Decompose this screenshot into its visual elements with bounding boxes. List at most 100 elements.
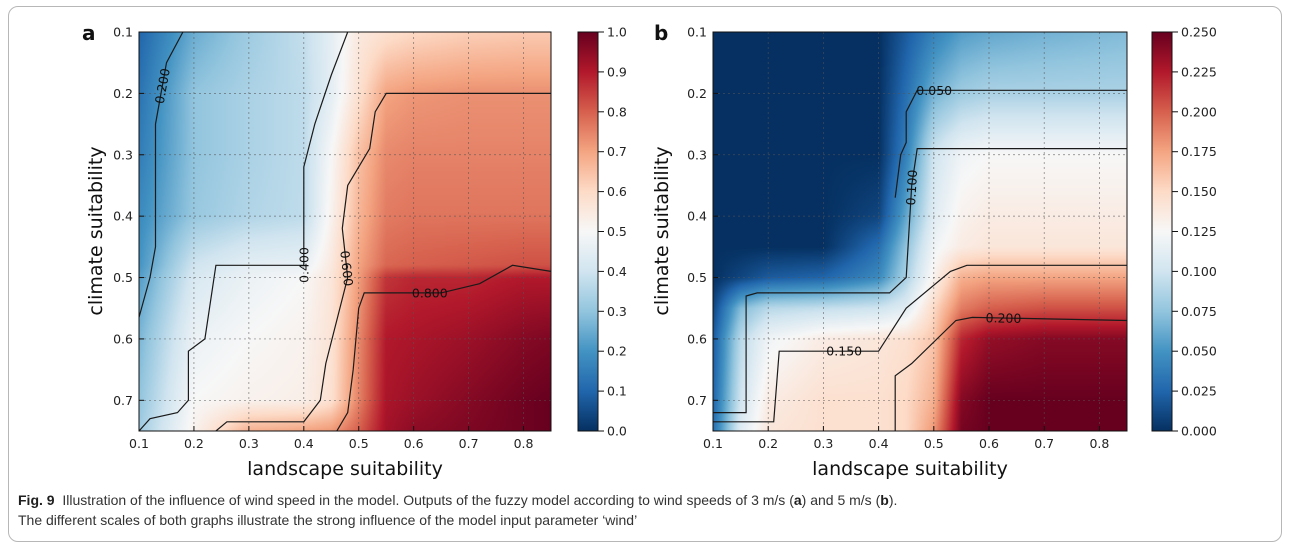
panel-a-xlabel: landscape suitability — [247, 458, 443, 480]
contour-label: 0.150 — [826, 344, 862, 359]
y-tick-label: 0.2 — [687, 86, 707, 101]
caption-figure-number: Fig. 9 — [18, 492, 55, 508]
y-tick-label: 0.1 — [687, 25, 707, 40]
contour-label-text: 0.200 — [985, 310, 1021, 326]
x-tick-label: 0.3 — [813, 436, 833, 451]
y-tick-label: 0.6 — [687, 331, 707, 346]
contour-label-text: 0.050 — [916, 83, 952, 98]
contour-label: 0.800 — [412, 285, 448, 300]
panel-a-ylabel: climate suitability — [85, 146, 107, 315]
colorbar-tick-label: 0.000 — [1181, 424, 1217, 439]
contour-label-text: 0.200 — [152, 67, 173, 105]
y-tick-label: 0.1 — [113, 25, 133, 40]
colorbar-tick-label: 0.4 — [607, 264, 627, 279]
panel-b-heatmap — [713, 32, 1127, 431]
contour-line — [139, 32, 184, 318]
colorbar-tick-label: 0.250 — [1181, 25, 1217, 40]
caption-text-1: Illustration of the influence of wind sp… — [62, 492, 794, 508]
x-tick-label: 0.2 — [758, 436, 778, 451]
x-tick-label: 0.2 — [184, 436, 204, 451]
panel-b-x-ticks: 0.1 0.2 0.3 0.4 0.5 0.6 0.7 0.8 — [703, 426, 1109, 451]
colorbar-tick-label: 0.2 — [607, 344, 627, 359]
caption-line-2: The different scales of both graphs illu… — [18, 512, 638, 528]
contour-line — [894, 316, 1127, 431]
x-tick-label: 0.1 — [703, 436, 723, 451]
panel-a-contours — [139, 32, 551, 431]
x-tick-label: 0.4 — [294, 436, 314, 451]
colorbar-tick-label: 0.075 — [1181, 304, 1217, 319]
y-tick-label: 0.4 — [113, 209, 133, 224]
caption-panel-a-ref: a — [793, 492, 802, 508]
contour-label-text: 0.800 — [412, 285, 448, 300]
colorbar-tick-label: 0.5 — [607, 224, 627, 239]
contour-label: 0.200 — [985, 310, 1021, 326]
x-tick-label: 0.4 — [869, 436, 889, 451]
colorbar-tick-label: 0.225 — [1181, 64, 1217, 79]
panel-a-x-ticks: 0.1 0.2 0.3 0.4 0.5 0.6 0.7 0.8 — [129, 426, 534, 451]
y-tick-label: 0.5 — [113, 270, 133, 285]
colorbar-tick-label: 0.125 — [1181, 224, 1217, 239]
y-tick-label: 0.3 — [687, 147, 707, 162]
panel-b-xlabel: landscape suitability — [812, 458, 1008, 480]
panel-b-letter: b — [654, 21, 668, 45]
contour-label: 0.600 — [337, 250, 356, 287]
colorbar-tick-label: 0.8 — [607, 104, 627, 119]
panel-b-y-ticks: 0.1 0.2 0.3 0.4 0.5 0.6 0.7 — [687, 25, 718, 408]
colorbar-tick-label: 0.100 — [1181, 264, 1217, 279]
colorbar-tick-label: 0.9 — [607, 64, 627, 79]
y-tick-label: 0.4 — [687, 209, 707, 224]
panel-b-contours — [713, 89, 1127, 431]
contour-line — [713, 264, 1127, 423]
x-tick-label: 0.5 — [924, 436, 944, 451]
panel-b-contour-labels: 0.050 0.100 0.150 0.200 — [826, 83, 1021, 359]
contour-line — [894, 89, 1127, 198]
panel-a-colorbar — [577, 31, 599, 432]
colorbar-tick-label: 0.3 — [607, 304, 627, 319]
colorbar-tick-label: 0.6 — [607, 184, 627, 199]
panel-b-axes-frame — [712, 31, 1128, 432]
y-tick-label: 0.7 — [113, 393, 133, 408]
y-tick-label: 0.7 — [687, 393, 707, 408]
x-tick-label: 0.3 — [239, 436, 259, 451]
colorbar-tick-label: 0.175 — [1181, 144, 1217, 159]
caption-text-3: ). — [888, 492, 898, 508]
contour-line — [139, 32, 349, 431]
panel-a-y-ticks: 0.1 0.2 0.3 0.4 0.5 0.6 0.7 — [113, 25, 144, 408]
colorbar-tick-label: 0.7 — [607, 144, 627, 159]
colorbar-tick-label: 0.025 — [1181, 384, 1217, 399]
panel-b-colorbar — [1151, 31, 1173, 432]
x-tick-label: 0.7 — [459, 436, 479, 451]
y-tick-label: 0.5 — [687, 270, 707, 285]
panel-a-contour-labels: 0.200 0.400 0.600 0.800 — [152, 67, 448, 300]
colorbar-tick-label: 0.200 — [1181, 104, 1217, 119]
x-tick-label: 0.1 — [129, 436, 149, 451]
caption-line-1: Fig. 9 Illustration of the influence of … — [18, 490, 1268, 510]
colorbar-tick-label: 0.1 — [607, 384, 627, 399]
x-tick-label: 0.6 — [404, 436, 424, 451]
contour-label-text: 0.600 — [337, 250, 356, 287]
colorbar-tick-label: 0.050 — [1181, 344, 1217, 359]
contour-label-text: 0.150 — [826, 344, 862, 359]
panel-b-colorbar-ticks: 0.000 0.025 0.050 0.075 0.100 0.125 0.150 0.175… — [1172, 25, 1217, 439]
panel-a-heatmap — [139, 32, 551, 431]
y-tick-label: 0.2 — [113, 86, 133, 101]
contour-line — [215, 92, 551, 431]
x-tick-label: 0.7 — [1034, 436, 1054, 451]
panel-a-axes-frame — [138, 31, 552, 432]
contour-line — [713, 148, 1127, 414]
y-tick-label: 0.6 — [113, 331, 133, 346]
caption-text-2: ) and 5 m/s ( — [801, 492, 881, 508]
contour-label: 0.100 — [903, 169, 920, 206]
contour-label: 0.200 — [152, 67, 173, 105]
colorbar-tick-label: 1.0 — [607, 25, 627, 40]
contour-line — [336, 264, 551, 431]
x-tick-label: 0.8 — [514, 436, 534, 451]
colorbar-tick-label: 0.150 — [1181, 184, 1217, 199]
x-tick-label: 0.8 — [1089, 436, 1109, 451]
contour-label-text: 0.100 — [903, 169, 920, 206]
panel-b-ylabel: climate suitability — [651, 146, 673, 315]
panel-a-letter: a — [82, 21, 96, 45]
